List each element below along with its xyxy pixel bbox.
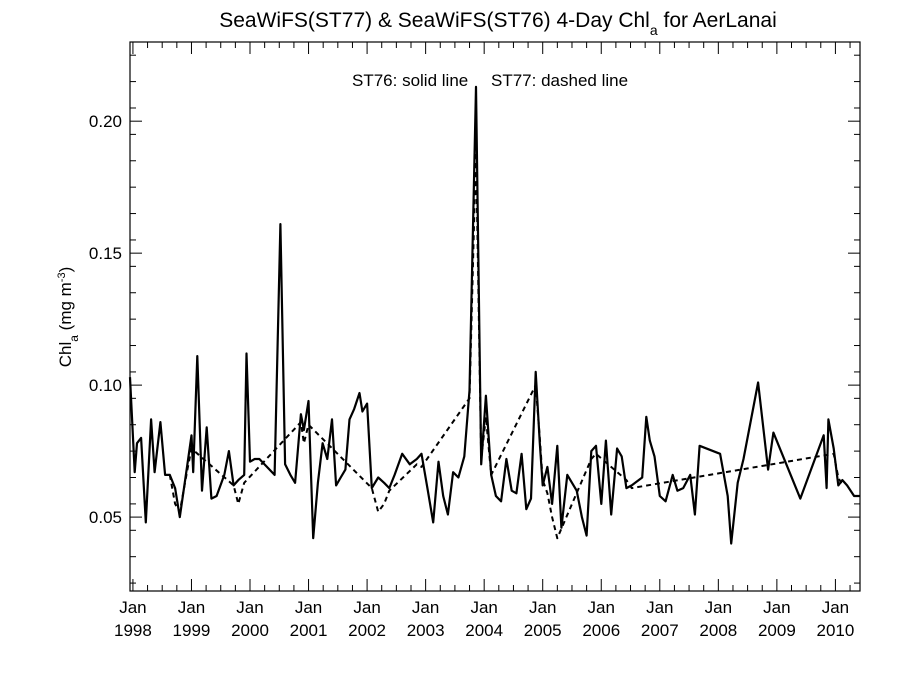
y-tick-label: 0.10 xyxy=(89,376,122,395)
x-tick-label-year: 2006 xyxy=(582,621,620,640)
x-tick-label-year: 2001 xyxy=(290,621,328,640)
x-tick-label-year: 2007 xyxy=(641,621,679,640)
x-tick-label-year: 2008 xyxy=(699,621,737,640)
y-axis-label: Chla (mg m-3) xyxy=(56,267,81,368)
x-tick-label-month: Jan xyxy=(295,598,322,617)
y-tick-label: 0.05 xyxy=(89,508,122,527)
x-tick-label-year: 2005 xyxy=(524,621,562,640)
x-tick-label-month: Jan xyxy=(588,598,615,617)
y-tick-label: 0.20 xyxy=(89,112,122,131)
x-tick-label-year: 2003 xyxy=(407,621,445,640)
x-tick-label-year: 2000 xyxy=(231,621,269,640)
x-tick-label-month: Jan xyxy=(763,598,790,617)
x-tick-label-year: 2004 xyxy=(465,621,503,640)
series-line-st76 xyxy=(128,85,860,545)
x-tick-label-year: 1999 xyxy=(173,621,211,640)
x-tick-label-month: Jan xyxy=(705,598,732,617)
x-tick-label-year: 2002 xyxy=(348,621,386,640)
annotation-solid: ST76: solid line xyxy=(352,71,468,90)
x-tick-label-month: Jan xyxy=(529,598,556,617)
x-tick-label-year: 2010 xyxy=(816,621,854,640)
x-tick-label-month: Jan xyxy=(412,598,439,617)
y-tick-label: 0.15 xyxy=(89,244,122,263)
series-layer xyxy=(128,85,860,545)
annotation-dashed: ST77: dashed line xyxy=(491,71,628,90)
chart-title: SeaWiFS(ST77) & SeaWiFS(ST76) 4-Day Chla… xyxy=(219,9,777,38)
x-tick-label-month: Jan xyxy=(178,598,205,617)
series-line-st77 xyxy=(168,146,844,540)
x-tick-label-month: Jan xyxy=(119,598,146,617)
x-tick-label-month: Jan xyxy=(353,598,380,617)
plot-frame xyxy=(129,41,861,592)
x-tick-label-month: Jan xyxy=(236,598,263,617)
x-tick-label-year: 1998 xyxy=(114,621,152,640)
x-tick-label-month: Jan xyxy=(822,598,849,617)
ticks-layer: 0.05 0.10 0.15 0.20 Jan 1998 Jan 1999 Jan 2000 Jan… xyxy=(89,42,860,640)
x-tick-label-month: Jan xyxy=(646,598,673,617)
x-tick-label-year: 2009 xyxy=(758,621,796,640)
x-tick-label-month: Jan xyxy=(470,598,497,617)
